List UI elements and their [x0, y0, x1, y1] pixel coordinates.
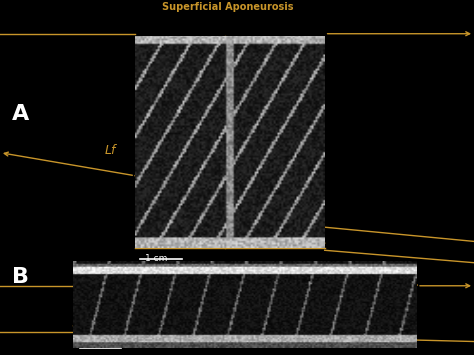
Text: PA: PA	[296, 214, 311, 226]
Text: 1 cm: 1 cm	[83, 337, 105, 346]
Text: Lf: Lf	[104, 144, 116, 157]
Text: A: A	[12, 104, 29, 124]
Text: Deep Aponeurosis: Deep Aponeurosis	[203, 261, 304, 271]
Text: B: B	[12, 267, 29, 287]
Text: Superficial Aponeurosis: Superficial Aponeurosis	[162, 2, 293, 12]
Text: MT: MT	[216, 93, 234, 106]
Text: 1 cm: 1 cm	[145, 254, 167, 263]
